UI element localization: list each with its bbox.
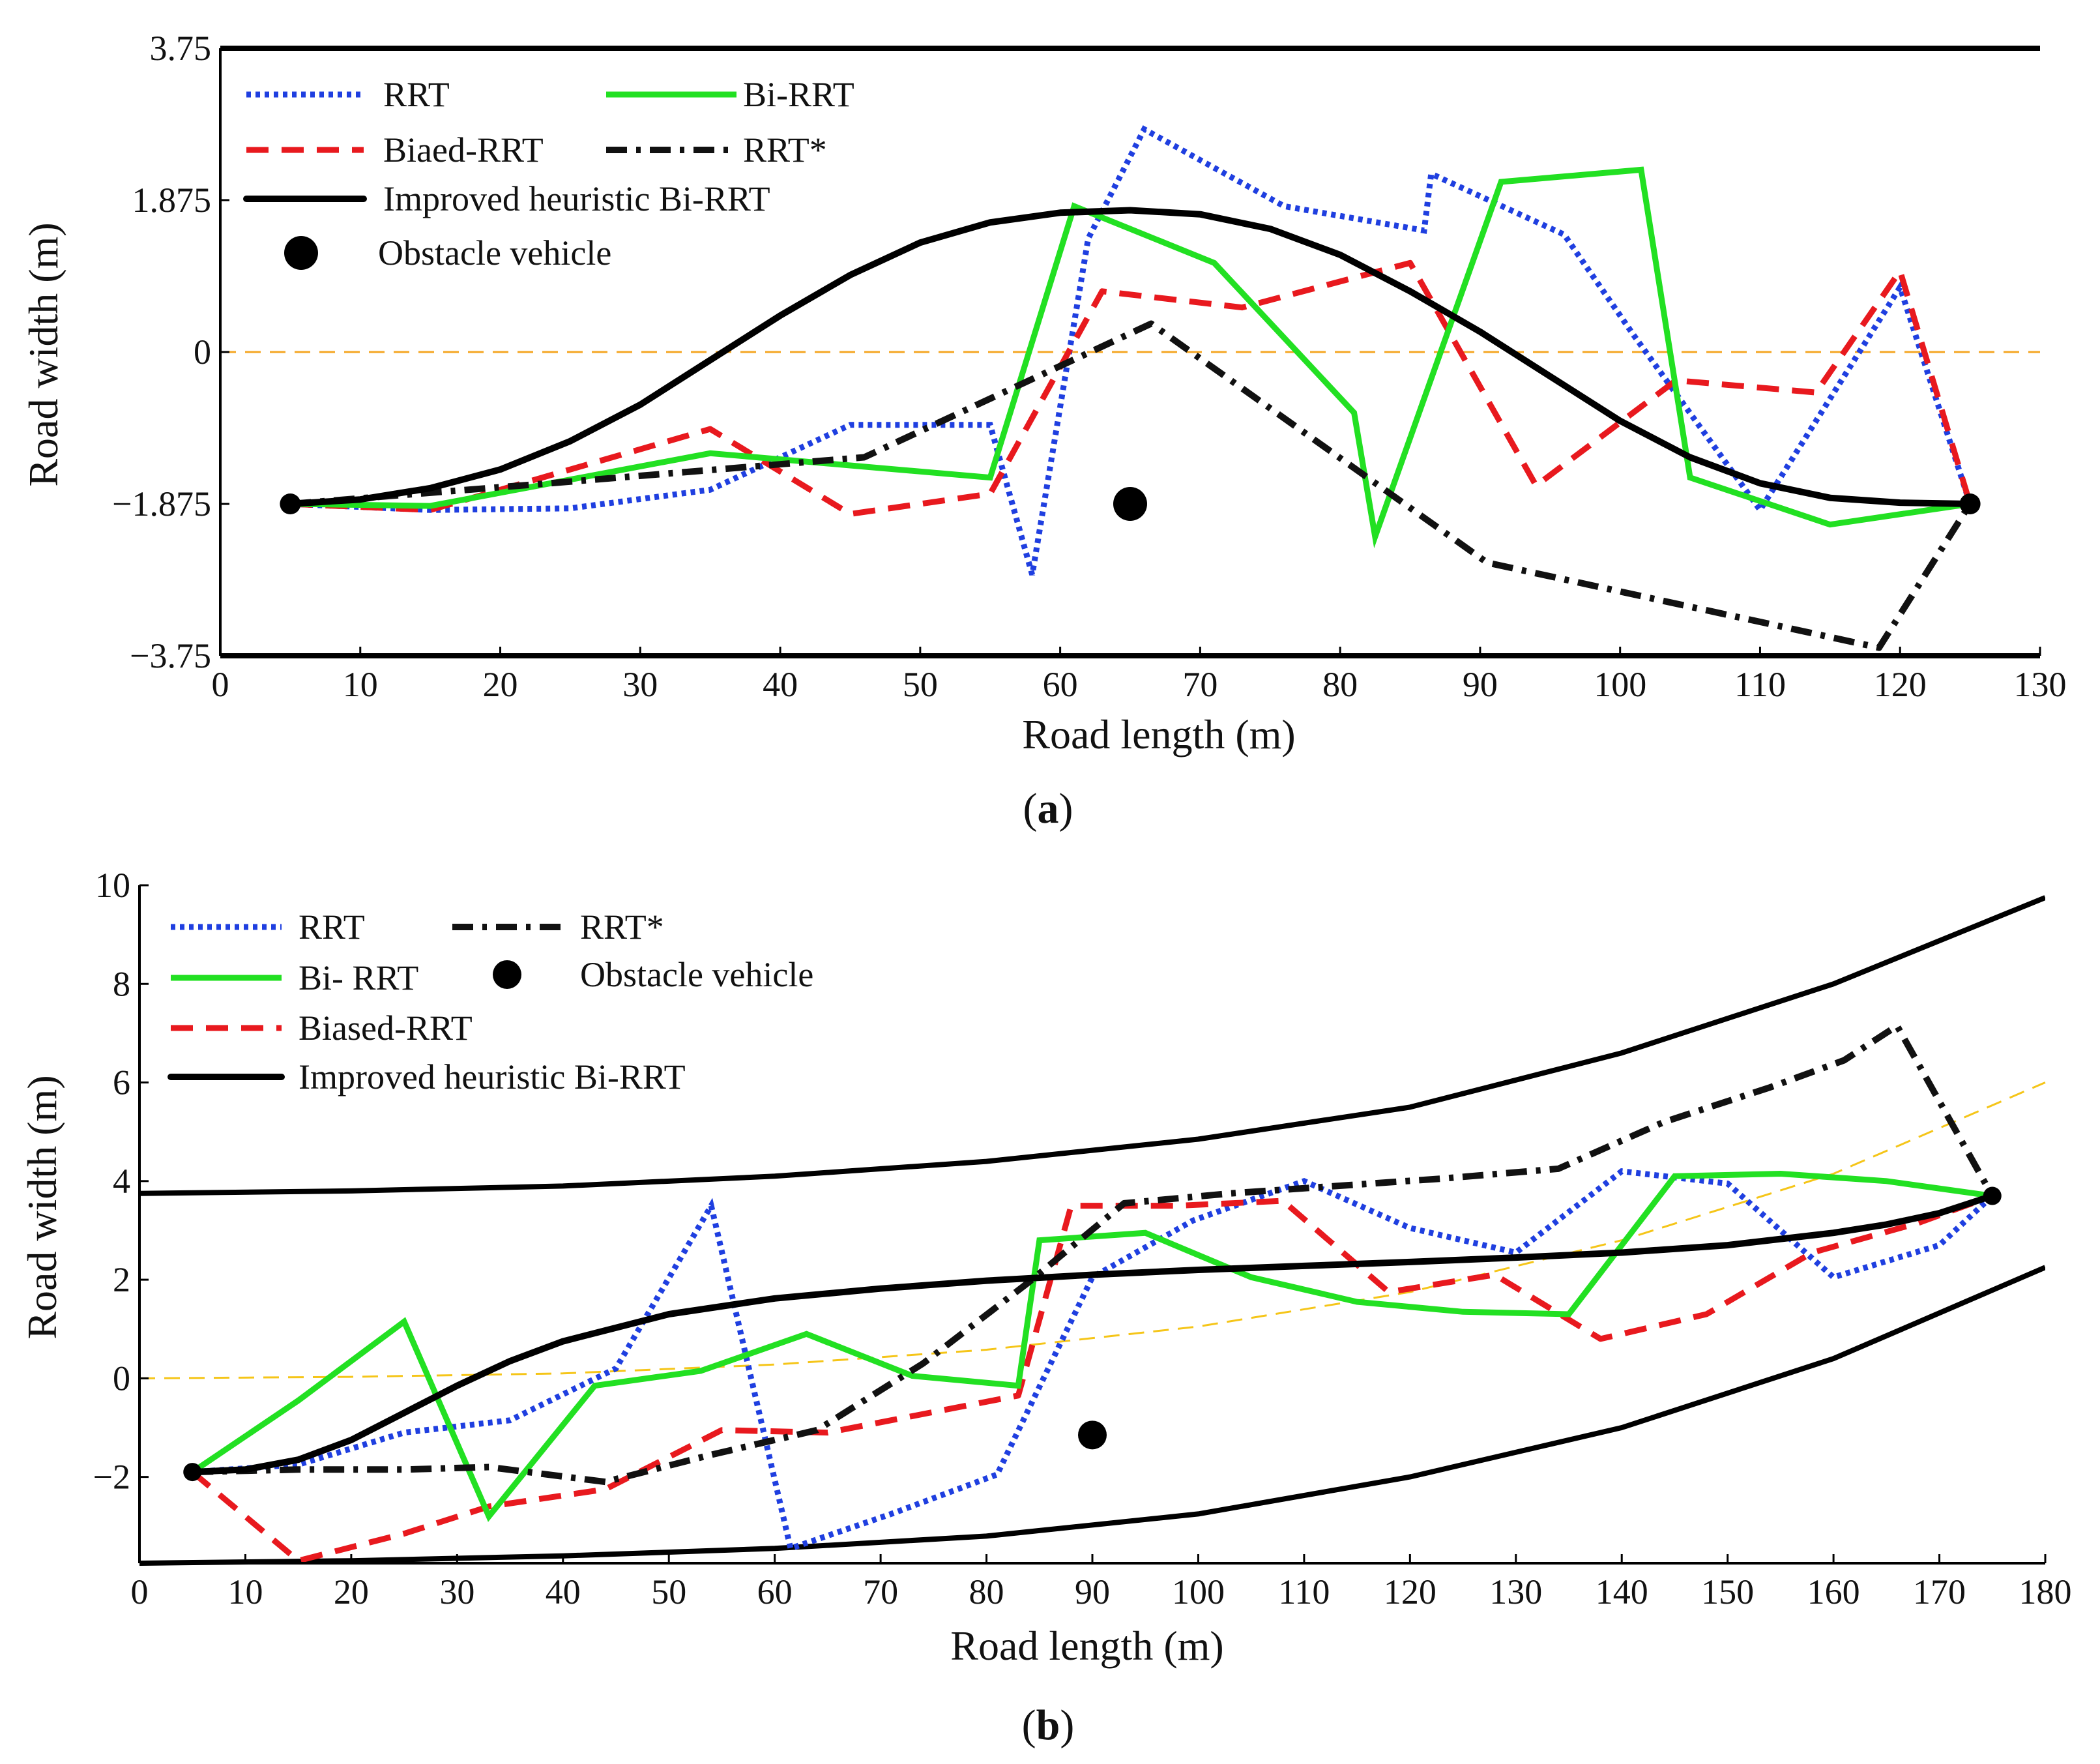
road-upper-boundary <box>139 895 2045 1196</box>
x-tick-label: 160 <box>1807 1572 1860 1611</box>
panel-label: (b) <box>1022 1701 1075 1749</box>
y-tick-label: 10 <box>95 866 130 905</box>
x-tick-label: 130 <box>1489 1572 1542 1611</box>
x-tick-label: 10 <box>227 1572 263 1611</box>
start-point-marker <box>183 1463 202 1482</box>
series-rrt-line <box>192 1022 1996 1486</box>
legend-entry: RRT* <box>452 907 664 947</box>
x-tick-label: 20 <box>334 1572 369 1611</box>
series-bi-rrt-line <box>190 1170 1993 1522</box>
legend-entry: RRT <box>246 75 450 114</box>
lane-centerline <box>139 1081 2046 1379</box>
y-axis-title: Road width (m) <box>19 1075 65 1339</box>
legend-label: Bi- RRT <box>299 958 418 997</box>
x-axis-title: Road length (m) <box>1022 711 1295 757</box>
x-tick-label: 70 <box>863 1572 898 1611</box>
y-axis-title: Road width (m) <box>20 222 66 486</box>
x-tick-label: 180 <box>2019 1572 2072 1611</box>
legend-entry: Obstacle vehicle <box>284 233 611 272</box>
x-tick-label: 90 <box>1463 665 1498 704</box>
series-biaed-rrt-line <box>290 259 1973 517</box>
legend-label: RRT* <box>743 130 827 169</box>
x-tick-label: 30 <box>622 665 658 704</box>
y-tick-label: −1.875 <box>112 484 211 523</box>
obstacle-vehicle-marker <box>1113 487 1147 521</box>
obstacle-vehicle-marker <box>1078 1420 1107 1450</box>
legend-swatch <box>493 960 521 989</box>
x-tick-label: 0 <box>131 1572 149 1611</box>
y-tick-label: −3.75 <box>130 636 211 675</box>
legend-label: Bi-RRT <box>743 75 854 114</box>
series-bi-rrt-line <box>290 166 1971 549</box>
legend-label: RRT <box>299 907 365 947</box>
x-tick-label: 80 <box>969 1572 1004 1611</box>
goal-point-marker <box>1959 493 1981 514</box>
panel-b: 0 10 20 30 40 50 60 70 80 90 100 110 120 130 140 150 160… <box>19 866 2072 1749</box>
series-improved-heuristic-bi-rrt-line <box>287 207 1974 507</box>
legend-swatch <box>284 236 318 270</box>
x-tick-label: 50 <box>651 1572 686 1611</box>
series-rrt-line <box>290 125 1973 576</box>
x-tick-label: 70 <box>1182 665 1218 704</box>
legend-entry: Bi- RRT <box>171 958 418 997</box>
y-tick-label: 1.875 <box>132 181 212 220</box>
legend-label: Improved heuristic Bi-RRT <box>383 179 770 218</box>
legend-entry: Obstacle vehicle <box>493 955 813 994</box>
panel-label: (a) <box>1023 785 1073 832</box>
legend-label: RRT* <box>580 907 664 947</box>
x-tick-label: 30 <box>439 1572 474 1611</box>
legend-entry: Improved heuristic Bi-RRT <box>243 179 770 218</box>
y-tick-label: 0 <box>113 1359 130 1398</box>
x-tick-label: 120 <box>1874 665 1927 704</box>
x-tick-label: 90 <box>1075 1572 1110 1611</box>
legend-label: Obstacle vehicle <box>378 233 611 272</box>
legend-label: Obstacle vehicle <box>580 955 813 994</box>
x-tick-label: 130 <box>2014 665 2067 704</box>
legend-entry: RRT* <box>606 130 827 169</box>
x-tick-label: 20 <box>483 665 518 704</box>
y-tick-label: 6 <box>113 1063 130 1102</box>
y-tick-label: 8 <box>113 964 130 1003</box>
start-point-marker <box>280 493 301 514</box>
panel-a: 0 10 20 30 40 50 60 70 80 90 100 110 120 130 −3.75 −1.8… <box>20 29 2067 832</box>
x-tick-label: 40 <box>546 1572 581 1611</box>
y-tick-label: 2 <box>113 1260 130 1299</box>
x-tick-label: 110 <box>1278 1572 1330 1611</box>
legend-label: RRT <box>383 75 450 114</box>
y-tick-label: 0 <box>194 332 211 372</box>
x-tick-label: 110 <box>1734 665 1786 704</box>
legend-entry: Biased-RRT <box>171 1008 473 1048</box>
series-rrt-line <box>192 1168 1994 1553</box>
road-lower-boundary <box>139 1265 2045 1566</box>
series-rrt-line <box>290 320 1973 651</box>
series-improved-heuristic-bi-rrt-line <box>189 1192 1996 1476</box>
x-axis-title: Road length (m) <box>950 1623 1223 1669</box>
x-tick-label: 100 <box>1594 665 1646 704</box>
x-tick-label: 170 <box>1913 1572 1966 1611</box>
x-tick-label: 60 <box>757 1572 793 1611</box>
legend-entry: Improved heuristic Bi-RRT <box>168 1057 686 1096</box>
x-tick-label: 10 <box>343 665 378 704</box>
y-tick-label: −2 <box>93 1458 130 1497</box>
legend-entry: Biaed-RRT <box>246 130 544 169</box>
x-tick-label: 100 <box>1172 1572 1225 1611</box>
x-tick-label: 140 <box>1596 1572 1648 1611</box>
legend-label: Improved heuristic Bi-RRT <box>299 1057 686 1096</box>
legend-label: Biaed-RRT <box>383 130 544 169</box>
y-tick-label: 3.75 <box>150 29 212 68</box>
legend-entry: RRT <box>171 907 365 947</box>
legend-label: Biased-RRT <box>299 1008 473 1048</box>
series-biased-rrt-line <box>190 1193 1994 1564</box>
x-tick-label: 80 <box>1322 665 1358 704</box>
legend-entry: Bi-RRT <box>606 75 854 114</box>
x-tick-label: 40 <box>763 665 798 704</box>
x-tick-label: 150 <box>1701 1572 1754 1611</box>
x-tick-label: 60 <box>1043 665 1078 704</box>
goal-point-marker <box>1983 1186 2002 1205</box>
x-tick-label: 120 <box>1384 1572 1436 1611</box>
x-tick-label: 50 <box>903 665 938 704</box>
x-tick-label: 0 <box>212 665 229 704</box>
y-tick-label: 4 <box>113 1162 130 1201</box>
